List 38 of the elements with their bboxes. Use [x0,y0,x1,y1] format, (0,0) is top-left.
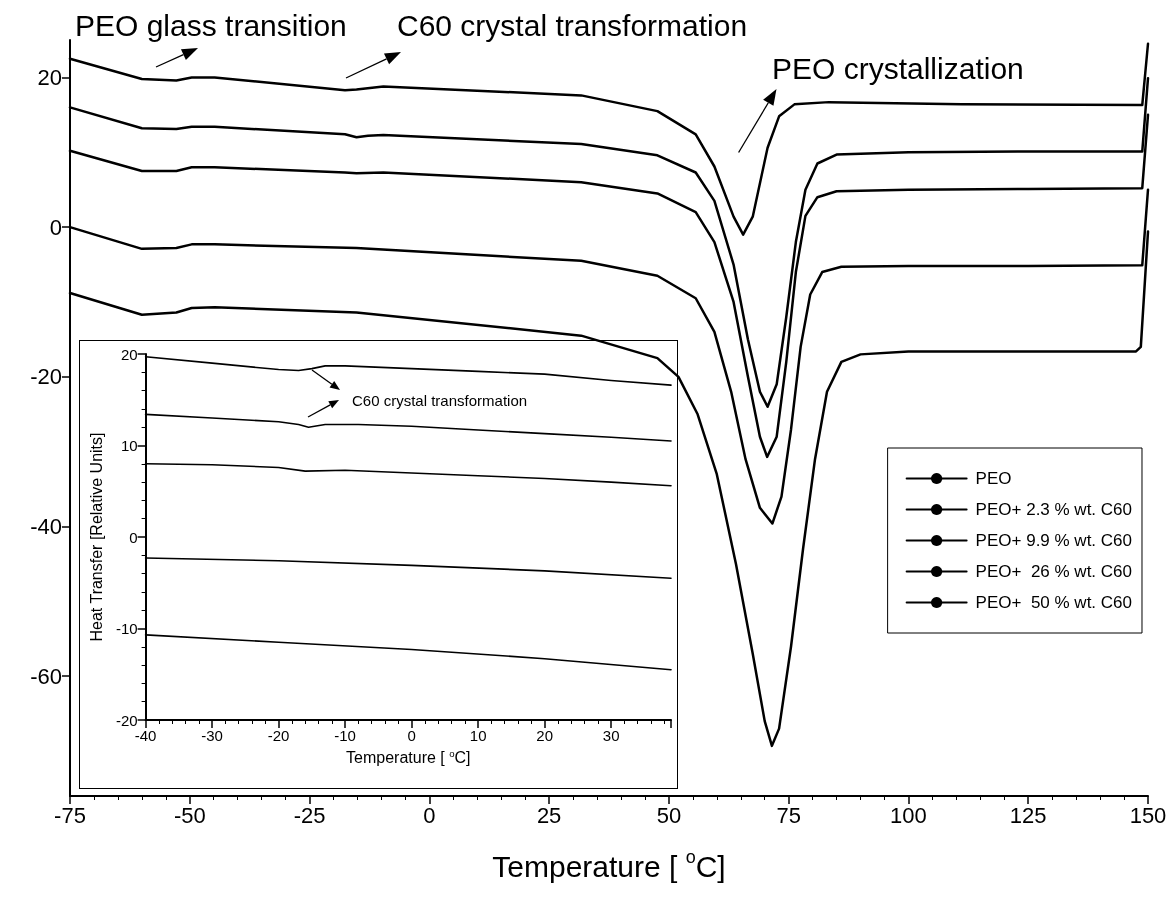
y-tick-label: -40 [30,514,62,540]
legend-label: PEO+ 9.9 % wt. C60 [975,531,1133,550]
y-tick-label: 20 [37,64,62,90]
legend-label: PEO+ 50 % wt. C60 [975,593,1133,612]
y-tick-label: 10 [120,437,138,454]
legend-label: PEO [975,469,1012,488]
y-tick-label: -60 [30,663,62,689]
x-tick-label: 25 [536,802,562,828]
x-tick-label: -20 [267,727,290,744]
y-tick-label: -20 [115,711,138,729]
y-tick-label: 20 [120,345,138,363]
x-tick-label: -25 [293,802,326,828]
annotation: PEO glass transition [75,8,347,42]
x-tick-label: -10 [334,727,356,744]
x-tick-label: -50 [173,802,206,828]
y-tick-label: 0 [49,214,62,240]
x-tick-label: 100 [890,802,927,828]
x-tick-label: 75 [776,802,801,828]
x-tick-label: 10 [469,727,487,744]
x-tick-label: -30 [201,727,223,744]
x-tick-label: 150 [1129,802,1167,828]
x-tick-label: 50 [656,802,682,828]
annotation: PEO crystallization [772,51,1024,85]
x-tick-label: -40 [134,727,157,744]
x-tick-label: 20 [536,727,553,744]
annotation: C60 crystal transformation [397,8,748,42]
x-tick-label: -75 [54,802,86,828]
y-tick-label: -20 [30,364,62,390]
x-tick-label: 30 [602,727,620,744]
x-tick-label: 0 [423,802,436,828]
x-tick-label: 0 [407,727,416,744]
annotation: C60 crystal transformation [352,392,528,409]
x-tick-label: 125 [1009,802,1047,828]
y-axis-title: Heat Transfer [Relative Units] [87,432,105,642]
y-tick-label: -10 [115,620,138,637]
legend-label: PEO+ 26 % wt. C60 [975,562,1133,581]
y-tick-label: 0 [129,528,138,546]
legend-label: PEO+ 2.3 % wt. C60 [975,500,1133,519]
